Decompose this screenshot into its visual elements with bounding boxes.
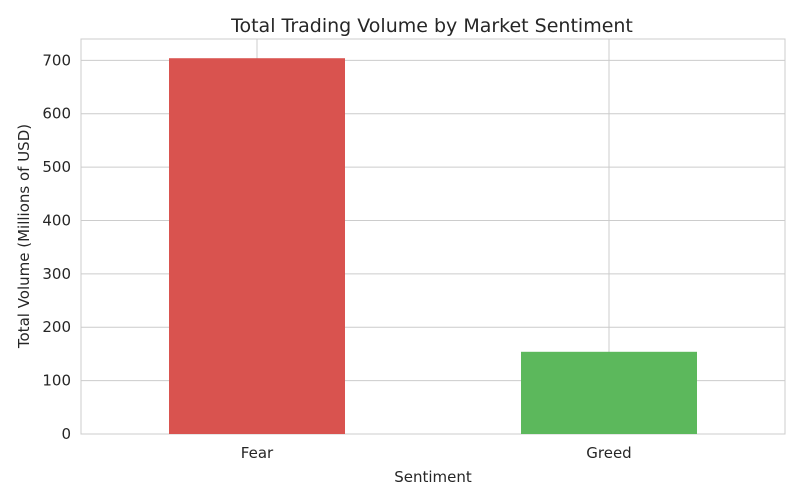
y-tick-label: 200: [42, 318, 71, 336]
y-tick-label: 300: [42, 265, 71, 283]
x-tick-label: Fear: [241, 444, 274, 462]
y-tick-label: 700: [42, 51, 71, 69]
bar-greed: [521, 351, 697, 434]
y-axis-ticks: 0 100 200 300 400 500 600 700: [42, 51, 71, 443]
bar-fear: [169, 58, 345, 434]
plot-area-frame: [80, 38, 786, 435]
y-tick-label: 0: [61, 425, 71, 443]
bars: [169, 58, 697, 434]
y-tick-label: 400: [42, 211, 71, 229]
y-axis-label: Total Volume (Millions of USD): [15, 124, 33, 349]
y-tick-label: 600: [42, 105, 71, 123]
chart-title: Total Trading Volume by Market Sentiment: [230, 15, 633, 37]
x-axis-label: Sentiment: [394, 468, 472, 486]
x-axis-ticks: Fear Greed: [241, 444, 632, 462]
y-tick-label: 500: [42, 158, 71, 176]
y-tick-label: 100: [42, 372, 71, 390]
x-tick-label: Greed: [586, 444, 631, 462]
